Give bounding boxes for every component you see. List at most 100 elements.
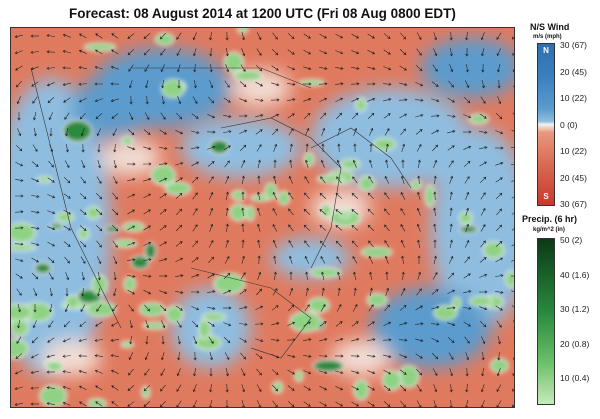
wind-arrow: [241, 207, 245, 217]
wind-arrow: [480, 224, 486, 232]
wind-arrow: [111, 33, 119, 39]
wind-arrow: [433, 384, 438, 393]
wind-arrow: [62, 385, 71, 390]
wind-arrow: [432, 144, 439, 152]
wind-arrow: [465, 207, 470, 216]
wind-arrow: [369, 271, 373, 280]
wind-arrow: [81, 160, 86, 169]
wind-arrow: [302, 82, 312, 86]
wind-arrow: [288, 208, 294, 216]
wind-arrow: [481, 63, 485, 73]
wind-arrow: [305, 127, 310, 136]
wind-arrow: [400, 191, 406, 200]
wind-arrow: [303, 321, 311, 327]
wind-arrow: [80, 128, 85, 137]
wind-arrow: [368, 255, 374, 264]
wind-arrow: [462, 130, 472, 134]
wind-arrow: [78, 82, 88, 86]
wind-arrow: [352, 176, 358, 184]
wind-arrow: [351, 50, 360, 55]
wind-arrow: [479, 273, 488, 278]
wind-arrow: [48, 112, 53, 121]
wind-arrow: [255, 353, 263, 359]
wind-arrow: [94, 354, 104, 358]
wind-arrow: [62, 49, 71, 54]
wind-arrow: [143, 225, 151, 231]
wind-arrow: [47, 257, 55, 264]
wind-arrow: [367, 192, 374, 200]
wind-arrow: [271, 65, 279, 71]
wind-arrow: [449, 175, 454, 184]
wind-arrow: [111, 385, 119, 391]
wind-arrow: [479, 161, 487, 167]
wind-arrow: [239, 144, 247, 152]
wind-arrow: [143, 258, 152, 262]
wind-arrow: [465, 367, 469, 377]
wind-arrow: [111, 208, 119, 216]
wind-arrow: [336, 303, 342, 312]
wind-arrow: [159, 225, 167, 231]
wind-arrow: [127, 401, 135, 407]
wind-arrow: [257, 255, 261, 265]
wind-arrow: [112, 224, 119, 232]
wind-arrow: [191, 176, 199, 183]
wind-arrow: [209, 207, 214, 216]
wind-arrow: [78, 385, 87, 391]
wind-arrow: [192, 384, 197, 393]
wind-arrow: [160, 112, 166, 120]
wind-arrow: [159, 241, 167, 247]
precip-tick-label: 20 (0.8): [560, 338, 590, 349]
wind-arrow: [65, 128, 69, 137]
wind-arrow: [495, 305, 503, 311]
wind-arrow: [33, 288, 38, 297]
wind-arrow: [191, 273, 200, 278]
wind-arrow: [80, 256, 86, 264]
wind-arrow: [351, 240, 358, 248]
wind-arrow: [351, 209, 359, 215]
wind-arrow: [143, 401, 151, 407]
wind-arrow: [350, 82, 360, 86]
wind-arrow: [286, 338, 296, 342]
wind-arrow: [480, 192, 486, 200]
wind-arrow: [465, 191, 470, 200]
wind-arrow: [289, 159, 293, 169]
wind-arrow: [31, 161, 39, 167]
wind-arrow: [304, 304, 310, 312]
wind-arrow: [96, 192, 103, 200]
wind-arrow: [334, 354, 344, 358]
wind-arrow: [400, 128, 406, 136]
wind-arrow: [480, 208, 486, 216]
wind-arrow: [47, 97, 55, 104]
wind-arrow: [17, 111, 21, 121]
map-title: Forecast: 08 August 2014 at 1200 UTC (Fr…: [69, 6, 456, 21]
wind-arrow: [159, 177, 168, 182]
wind-arrow: [319, 97, 328, 102]
wind-arrow: [271, 82, 280, 87]
wind-arrow: [64, 304, 69, 313]
wind-arrow: [495, 112, 503, 120]
wind-arrow: [175, 192, 183, 199]
precip-tick-label: 50 (2): [560, 235, 583, 245]
wind-arrow: [46, 50, 56, 54]
wind-arrow: [448, 352, 454, 360]
wind-arrow: [240, 272, 246, 280]
wind-arrow: [511, 163, 514, 165]
wind-arrow: [64, 256, 70, 264]
wind-arrow: [225, 368, 229, 377]
wind-arrow: [190, 290, 200, 294]
wind-arrow: [14, 226, 24, 230]
wind-arrow: [496, 384, 502, 393]
wind-arrow: [320, 112, 327, 120]
wind-arrow: [289, 271, 293, 281]
wind-arrow: [352, 159, 357, 168]
wind-arrow: [497, 336, 501, 345]
wind-arrow: [494, 146, 504, 150]
wind-arrow: [207, 273, 215, 279]
wind-arrow: [161, 335, 165, 345]
wind-arrow: [319, 66, 328, 70]
wind-arrow: [15, 273, 23, 279]
wind-arrow: [416, 207, 421, 216]
wind-arrow: [449, 207, 453, 217]
wind-arrow: [304, 255, 309, 264]
wind-arrow: [225, 399, 229, 407]
